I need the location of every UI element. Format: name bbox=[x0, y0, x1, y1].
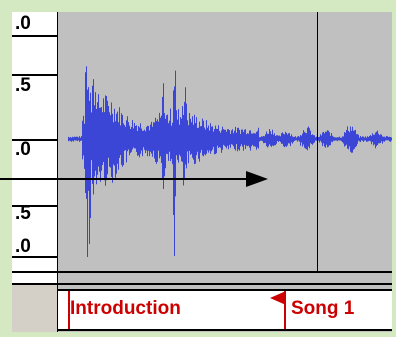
ruler-tick bbox=[12, 256, 57, 258]
ruler-label-lower-half: .5 bbox=[15, 203, 31, 224]
audio-editor-view: .0 .5 .0 .5 .0 Introduction Song 1 bbox=[12, 12, 392, 332]
arrow-line bbox=[0, 178, 250, 180]
amplitude-ruler: .0 .5 .0 .5 .0 bbox=[12, 12, 58, 271]
label-marker-introduction[interactable] bbox=[68, 291, 70, 329]
waveform-path bbox=[68, 66, 392, 257]
label-song-1[interactable]: Song 1 bbox=[291, 298, 355, 319]
label-track[interactable]: Introduction Song 1 bbox=[12, 285, 392, 332]
ruler-label-top: .0 bbox=[15, 13, 31, 34]
label-band[interactable]: Introduction Song 1 bbox=[58, 289, 392, 331]
track-divider bbox=[12, 271, 392, 273]
waveform-track[interactable] bbox=[58, 12, 392, 271]
track-divider bbox=[12, 283, 392, 285]
ruler-label-zero: .0 bbox=[15, 139, 31, 160]
label-marker-song-1[interactable] bbox=[284, 291, 286, 329]
track-gap bbox=[12, 273, 392, 283]
ruler-tick bbox=[12, 35, 57, 37]
label-track-ruler bbox=[12, 285, 58, 332]
track-gap-ruler bbox=[12, 273, 58, 283]
ruler-tick bbox=[12, 139, 57, 141]
waveform bbox=[68, 66, 392, 257]
ruler-label-bottom: .0 bbox=[15, 236, 31, 257]
ruler-label-upper-half: .5 bbox=[15, 75, 31, 96]
cursor-line[interactable] bbox=[317, 12, 318, 271]
ruler-tick bbox=[12, 205, 57, 207]
ruler-tick bbox=[12, 74, 57, 76]
arrow-right-icon bbox=[246, 171, 268, 187]
label-introduction[interactable]: Introduction bbox=[70, 298, 181, 319]
label-flag-icon[interactable] bbox=[270, 291, 286, 305]
